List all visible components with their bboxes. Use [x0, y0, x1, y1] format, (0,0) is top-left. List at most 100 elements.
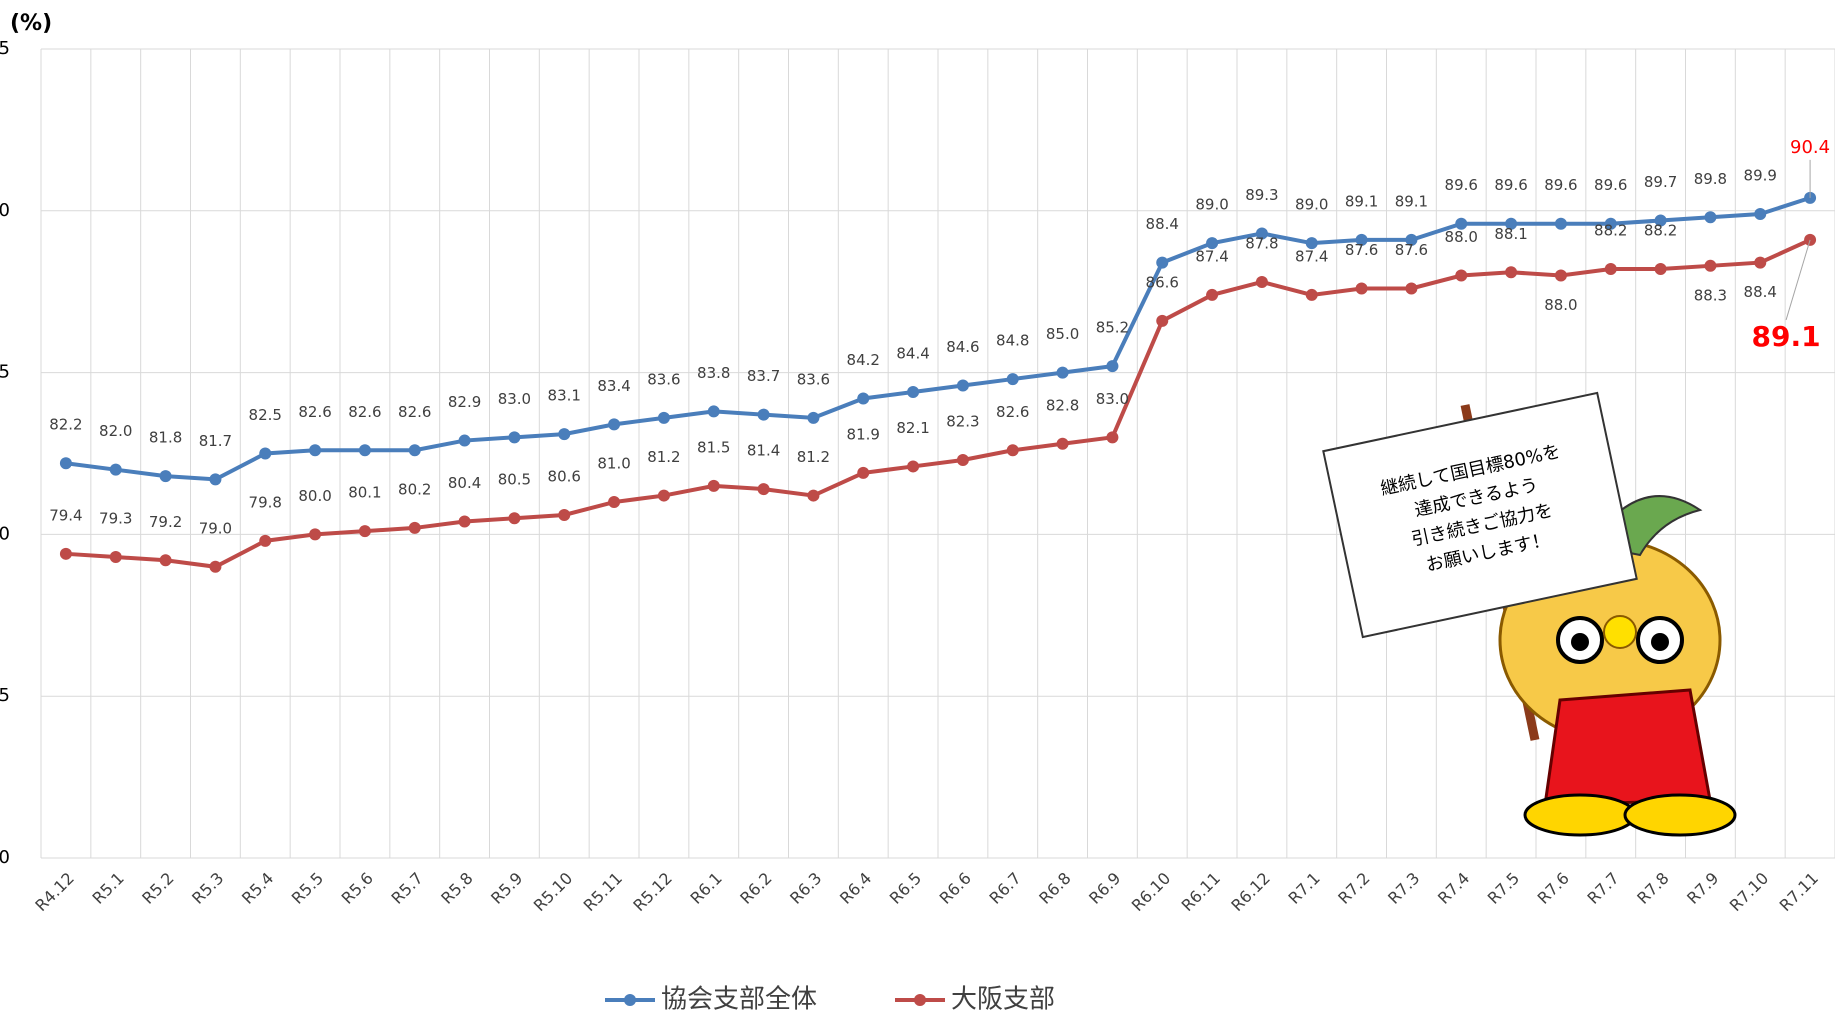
- data-point: [309, 528, 322, 541]
- data-point: [1505, 217, 1518, 230]
- data-label: 80.0: [298, 487, 331, 505]
- data-point: [1156, 314, 1169, 327]
- x-tick-label: R7.5: [1484, 869, 1523, 908]
- data-label: 83.4: [597, 377, 630, 395]
- x-tick-label: R5.9: [487, 869, 526, 908]
- data-label: 79.0: [199, 519, 232, 537]
- data-point: [608, 418, 621, 431]
- data-point: [1405, 282, 1418, 295]
- y-tick-label: 85: [0, 362, 10, 383]
- data-label: 87.8: [1245, 234, 1278, 252]
- data-label: 81.4: [747, 442, 780, 460]
- data-label: 81.2: [797, 448, 830, 466]
- data-label: 81.7: [199, 432, 232, 450]
- data-label: 88.0: [1544, 296, 1577, 314]
- data-point: [1654, 214, 1667, 227]
- data-label: 89.6: [1494, 176, 1527, 194]
- data-point: [209, 473, 222, 486]
- data-point: [558, 428, 571, 441]
- data-label: 79.4: [49, 506, 82, 524]
- data-point: [59, 457, 72, 470]
- data-label: 82.6: [298, 403, 331, 421]
- data-point: [259, 447, 272, 460]
- data-point: [1305, 237, 1318, 250]
- x-tick-label: R7.10: [1726, 869, 1772, 915]
- x-tick-label: R5.8: [437, 869, 476, 908]
- x-tick-label: R6.9: [1085, 869, 1124, 908]
- mascot-foot: [1623, 793, 1737, 837]
- data-label: 79.8: [249, 493, 282, 511]
- data-label: 82.9: [448, 393, 481, 411]
- x-tick-label: R5.6: [338, 869, 377, 908]
- data-label: 89.6: [1544, 176, 1577, 194]
- data-label: 82.2: [49, 416, 82, 434]
- data-point: [1704, 211, 1717, 224]
- data-point: [1255, 227, 1268, 240]
- data-label: 85.2: [1096, 319, 1129, 337]
- data-label: 89.6: [1594, 176, 1627, 194]
- y-tick-label: 75: [0, 685, 10, 706]
- data-point: [458, 434, 471, 447]
- data-point: [1455, 269, 1468, 282]
- x-tick-label: R6.7: [985, 869, 1024, 908]
- x-tick-label: R5.2: [138, 869, 177, 908]
- data-point: [159, 554, 172, 567]
- data-label: 80.6: [548, 467, 581, 485]
- data-label: 82.6: [996, 403, 1029, 421]
- x-tick-label: R7.11: [1776, 869, 1822, 915]
- x-tick-label: R6.10: [1128, 869, 1174, 915]
- data-point: [657, 411, 670, 424]
- mascot-pupil: [1571, 633, 1589, 651]
- x-tick-label: R6.12: [1227, 869, 1273, 915]
- data-point: [807, 411, 820, 424]
- data-point: [1604, 263, 1617, 276]
- data-point: [109, 551, 122, 564]
- y-tick-label: 70: [0, 847, 10, 868]
- data-point: [408, 521, 421, 534]
- data-point: [1006, 444, 1019, 457]
- data-point: [1505, 266, 1518, 279]
- data-point: [358, 525, 371, 538]
- x-tick-label: R5.1: [88, 869, 127, 908]
- data-label: 84.4: [896, 345, 929, 363]
- data-label: 88.4: [1744, 283, 1777, 301]
- data-point: [608, 496, 621, 509]
- data-point: [1654, 263, 1667, 276]
- data-point: [1554, 217, 1567, 230]
- data-label: 87.6: [1345, 241, 1378, 259]
- data-label: 79.3: [99, 510, 132, 528]
- data-point: [956, 379, 969, 392]
- data-label: 83.8: [697, 364, 730, 382]
- data-label: 81.5: [697, 438, 730, 456]
- data-point: [757, 483, 770, 496]
- data-label: 83.1: [548, 387, 581, 405]
- legend-swatch-marker: [914, 994, 926, 1006]
- data-label: 81.8: [149, 429, 182, 447]
- data-label: 89.1: [1345, 192, 1378, 210]
- data-label: 89.1: [1752, 320, 1821, 353]
- data-point: [857, 392, 870, 405]
- x-tick-label: R6.4: [836, 869, 875, 908]
- data-point: [1106, 431, 1119, 444]
- y-axis-label: (%): [10, 11, 52, 36]
- x-tick-label: R6.8: [1035, 869, 1074, 908]
- legend-label: 大阪支部: [951, 985, 1055, 1015]
- data-label: 83.0: [1096, 390, 1129, 408]
- data-label: 89.8: [1694, 170, 1727, 188]
- data-point: [1455, 217, 1468, 230]
- data-label: 81.0: [597, 455, 630, 473]
- data-point: [159, 470, 172, 483]
- data-point: [209, 560, 222, 573]
- data-point: [508, 512, 521, 525]
- x-tick-label: R7.2: [1334, 869, 1373, 908]
- x-tick-label: R6.1: [686, 869, 725, 908]
- data-label: 81.9: [847, 425, 880, 443]
- mascot: 継続して国目標80%を 達成できるよう 引き続きご協力を お願いします！: [1322, 391, 1737, 837]
- x-tick-label: R7.9: [1683, 869, 1722, 908]
- data-label: 85.0: [1046, 325, 1079, 343]
- data-label: 83.0: [498, 390, 531, 408]
- data-point: [1255, 275, 1268, 288]
- data-label: 83.6: [797, 370, 830, 388]
- data-point: [1604, 217, 1617, 230]
- data-label: 83.7: [747, 367, 780, 385]
